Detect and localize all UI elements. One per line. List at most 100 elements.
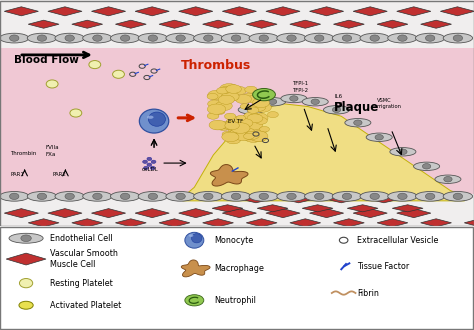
Ellipse shape [166,33,195,43]
Ellipse shape [148,112,165,126]
Ellipse shape [247,107,259,114]
Ellipse shape [148,193,157,200]
Ellipse shape [27,33,57,43]
Ellipse shape [390,148,416,156]
Bar [0,22,474,197]
Text: Plaque: Plaque [334,101,379,115]
Ellipse shape [143,160,147,163]
Ellipse shape [55,33,84,43]
Ellipse shape [342,193,352,200]
Polygon shape [159,219,190,227]
Ellipse shape [113,70,124,78]
Ellipse shape [110,191,140,201]
Ellipse shape [247,107,255,113]
Ellipse shape [208,90,225,100]
Ellipse shape [226,85,241,93]
Polygon shape [266,209,300,218]
Ellipse shape [235,94,252,104]
Ellipse shape [398,35,407,41]
Ellipse shape [249,114,261,121]
Ellipse shape [46,80,58,88]
Polygon shape [465,219,474,227]
Text: VSMC
migration: VSMC migration [377,98,401,109]
Polygon shape [91,209,126,218]
Ellipse shape [207,93,218,100]
Ellipse shape [245,120,263,130]
Text: FXa: FXa [45,152,55,157]
Polygon shape [159,20,190,28]
Polygon shape [246,219,277,227]
Ellipse shape [249,131,268,142]
Text: IL6: IL6 [334,94,342,99]
Ellipse shape [453,193,463,200]
Ellipse shape [422,164,431,169]
Ellipse shape [221,191,251,201]
Ellipse shape [399,149,407,154]
Ellipse shape [110,33,140,43]
Polygon shape [181,260,210,277]
Ellipse shape [176,193,185,200]
Polygon shape [222,7,256,16]
Ellipse shape [253,88,275,101]
Ellipse shape [147,163,152,166]
Bar [0,0,474,49]
Text: oxLDL: oxLDL [142,167,159,172]
Polygon shape [302,205,333,212]
Polygon shape [353,7,387,16]
Polygon shape [4,209,38,218]
Ellipse shape [231,193,241,200]
Polygon shape [334,219,365,227]
Ellipse shape [220,86,233,93]
Polygon shape [328,196,355,203]
Ellipse shape [89,60,101,69]
Ellipse shape [120,35,130,41]
Ellipse shape [375,135,383,140]
Ellipse shape [176,35,185,41]
Polygon shape [6,253,46,265]
Ellipse shape [225,113,236,119]
Ellipse shape [244,131,263,142]
Text: IL8: IL8 [334,102,342,107]
Ellipse shape [360,191,390,201]
Ellipse shape [332,33,362,43]
Text: Thrombus: Thrombus [181,59,251,72]
Ellipse shape [388,191,417,201]
Polygon shape [353,209,387,218]
Polygon shape [266,7,300,16]
Ellipse shape [138,191,168,201]
Polygon shape [203,219,234,227]
Ellipse shape [435,175,461,183]
Ellipse shape [277,191,306,201]
Polygon shape [135,7,169,16]
Text: PAR2: PAR2 [52,172,66,177]
Ellipse shape [224,134,235,140]
Text: TFPI-1: TFPI-1 [293,81,309,85]
Ellipse shape [235,132,251,141]
Ellipse shape [120,193,130,200]
Ellipse shape [9,193,19,200]
Ellipse shape [21,235,31,242]
Text: Extracellular Vesicle: Extracellular Vesicle [357,236,438,245]
Ellipse shape [219,83,238,94]
Text: Blood Flow: Blood Flow [14,55,79,65]
Ellipse shape [252,134,267,142]
Ellipse shape [240,104,250,109]
Ellipse shape [251,103,266,112]
Ellipse shape [37,35,46,41]
Polygon shape [116,20,146,28]
Ellipse shape [259,98,285,106]
Ellipse shape [0,33,29,43]
Ellipse shape [267,112,278,117]
Ellipse shape [65,193,74,200]
Text: Resting Platelet: Resting Platelet [50,279,112,288]
Ellipse shape [147,115,154,119]
Ellipse shape [415,191,445,201]
Ellipse shape [360,33,390,43]
Polygon shape [440,7,474,16]
Ellipse shape [215,109,225,115]
Ellipse shape [281,94,307,103]
Ellipse shape [231,123,250,133]
Ellipse shape [443,191,473,201]
Ellipse shape [247,95,261,103]
Ellipse shape [19,279,33,288]
